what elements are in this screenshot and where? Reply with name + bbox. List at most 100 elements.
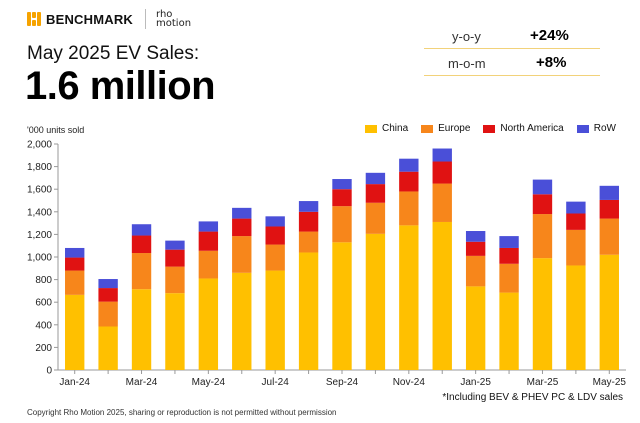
x-tick-label: Mar-24 (126, 377, 158, 388)
bar-china-apr-24 (165, 293, 185, 370)
legend-swatch-china (365, 124, 377, 133)
bar-europe-oct-24 (365, 202, 386, 234)
bar-europe-aug-24 (298, 231, 319, 253)
bar-europe-feb-25 (499, 263, 519, 293)
bar-row-may-24 (198, 221, 219, 232)
legend-swatch-europe (421, 124, 434, 133)
bar-north-america-feb-24 (98, 288, 118, 302)
y-tick-label: 2,000 (27, 140, 52, 151)
bar-china-nov-24 (399, 225, 419, 370)
bar-north-america-jun-24 (232, 218, 252, 237)
bar-china-jul-24 (265, 270, 285, 370)
x-tick-label: May-24 (192, 377, 226, 388)
bar-row-jan-24 (65, 247, 85, 258)
bar-north-america-nov-24 (399, 171, 419, 192)
legend-swatch-north-america (483, 124, 496, 133)
chart-subtitle: May 2025 EV Sales: (27, 43, 200, 64)
bar-north-america-sep-24 (332, 189, 352, 207)
rho-motion-wordmark: rho motion (156, 9, 192, 29)
bar-europe-jan-24 (65, 270, 85, 295)
bar-row-aug-24 (298, 201, 319, 212)
bar-north-america-may-24 (198, 231, 219, 251)
bar-china-jan-25 (465, 286, 486, 370)
yoy-label: y-o-y (452, 29, 481, 44)
bar-china-apr-25 (566, 265, 586, 370)
y-tick-label: 800 (35, 275, 52, 286)
bar-china-sep-24 (332, 242, 352, 370)
bar-china-aug-24 (298, 252, 319, 370)
bar-row-dec-24 (432, 148, 452, 162)
y-tick-label: 1,800 (27, 162, 52, 173)
bar-row-feb-24 (98, 279, 118, 289)
x-tick-label: Sep-24 (326, 377, 359, 388)
bar-row-apr-24 (165, 240, 185, 250)
bar-europe-jan-25 (465, 255, 486, 287)
bar-china-jun-24 (232, 272, 252, 370)
legend-item-europe: Europe (421, 123, 470, 134)
mom-label: m-o-m (448, 56, 486, 71)
y-tick-label: 600 (35, 298, 52, 309)
bar-europe-apr-25 (566, 229, 586, 266)
y-tick-label: 1,200 (27, 230, 52, 241)
bar-row-mar-24 (131, 224, 152, 236)
y-axis-units: '000 units sold (27, 125, 85, 135)
bar-china-mar-24 (131, 289, 152, 370)
bar-row-jul-24 (265, 216, 285, 227)
bar-north-america-jan-25 (465, 241, 486, 256)
bar-row-feb-25 (499, 236, 519, 248)
stat-divider-bottom (424, 75, 600, 76)
bar-china-may-24 (198, 278, 219, 370)
legend-label-china: China (382, 123, 409, 134)
bar-europe-mar-24 (131, 253, 152, 290)
x-tick-label: Nov-24 (393, 377, 426, 388)
legend-item-china: China (365, 123, 408, 134)
headline-total: 1.6 million (25, 64, 216, 108)
bar-row-nov-24 (399, 158, 419, 172)
y-tick-label: 0 (46, 366, 52, 377)
rho-line: rho (156, 9, 173, 20)
y-tick-label: 1,600 (27, 185, 52, 196)
bar-europe-jul-24 (265, 244, 285, 271)
bar-north-america-mar-24 (131, 235, 152, 254)
legend-item-row: RoW (576, 123, 616, 134)
bar-north-america-dec-24 (432, 161, 452, 184)
bar-europe-mar-25 (532, 214, 553, 259)
bar-row-mar-25 (532, 179, 553, 195)
bar-china-may-25 (599, 254, 619, 370)
bar-china-jan-24 (65, 294, 85, 370)
bar-row-apr-25 (566, 201, 586, 214)
logo-divider (145, 9, 147, 29)
x-tick-label: Mar-25 (527, 377, 559, 388)
logo-row: BENCHMARK rho motion (27, 8, 191, 30)
benchmark-logo-icon (27, 12, 42, 26)
bar-north-america-aug-24 (298, 211, 319, 232)
bar-europe-apr-24 (165, 266, 185, 294)
legend-label-north-america: North America (500, 123, 564, 134)
bar-china-feb-25 (499, 292, 519, 370)
y-tick-label: 1,000 (27, 253, 52, 264)
bar-europe-jun-24 (232, 236, 252, 273)
bar-north-america-jan-24 (65, 257, 85, 271)
bar-north-america-apr-24 (165, 249, 185, 267)
chart-legend: China Europe North America RoW (365, 123, 629, 134)
bar-row-oct-24 (365, 172, 386, 185)
x-tick-label: Jan-24 (59, 377, 90, 388)
bar-china-dec-24 (432, 221, 452, 370)
bar-row-jun-24 (232, 207, 252, 219)
bar-china-mar-25 (532, 258, 553, 370)
footnote: *Including BEV & PHEV PC & LDV sales (442, 392, 623, 403)
y-tick-label: 1,400 (27, 207, 52, 218)
bar-europe-may-25 (599, 218, 619, 255)
bar-row-may-25 (599, 185, 619, 200)
bar-north-america-jul-24 (265, 226, 285, 245)
x-tick-label: Jan-25 (460, 377, 491, 388)
bar-europe-may-24 (198, 250, 219, 279)
motion-line: motion (156, 18, 192, 29)
stat-divider (424, 48, 600, 49)
bar-china-oct-24 (365, 233, 386, 370)
copyright-notice: Copyright Rho Motion 2025, sharing or re… (27, 408, 337, 417)
yoy-value: +24% (530, 27, 569, 44)
bar-europe-sep-24 (332, 206, 352, 243)
x-tick-label: May-25 (593, 377, 627, 388)
